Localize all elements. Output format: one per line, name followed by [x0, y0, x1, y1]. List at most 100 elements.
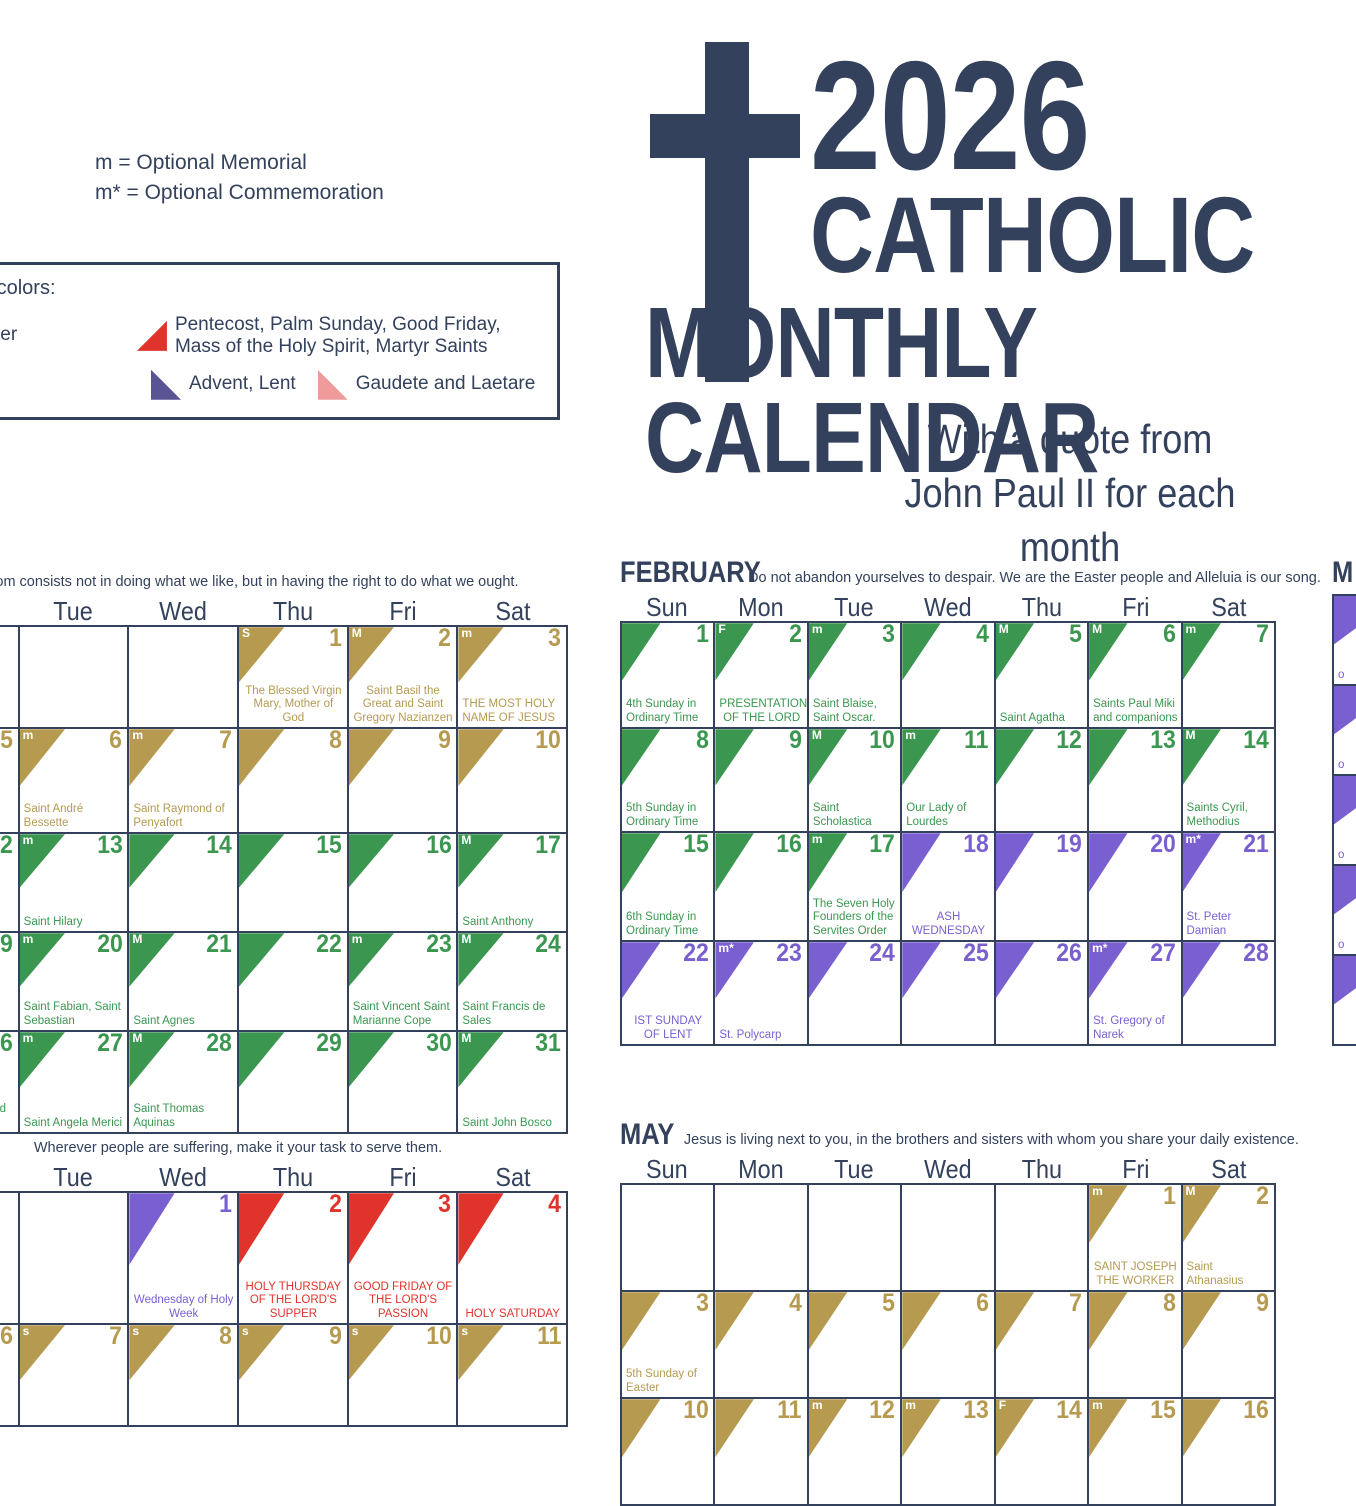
calendar-day-cell[interactable]: 10 — [458, 729, 569, 833]
calendar-day-cell[interactable]: 7 — [995, 1292, 1090, 1398]
calendar-day-cell[interactable]: 3o — [1334, 686, 1356, 774]
calendar-day-cell[interactable] — [19, 1193, 130, 1324]
calendar-day-cell[interactable]: s 10 — [348, 1325, 459, 1426]
calendar-day-cell[interactable]: m 1 SAINT JOSEPH THE WORKER — [1089, 1185, 1183, 1291]
calendar-day-cell[interactable] — [808, 1185, 903, 1291]
calendar-day-cell[interactable]: 9 — [348, 729, 459, 833]
calendar-day-cell[interactable]: F 2 PRESENTATION OF THE LORD — [715, 623, 809, 728]
calendar-day-cell[interactable]: 4o — [1334, 776, 1356, 864]
calendar-day-cell[interactable]: 22 IST SUNDAY OF LENT — [622, 942, 716, 1045]
calendar-day-cell[interactable]: 29 — [239, 1032, 349, 1133]
calendar-day-cell[interactable]: M 31 Saint John Bosco — [458, 1032, 569, 1133]
calendar-day-cell[interactable]: 18 ASH WEDNESDAY — [902, 833, 996, 941]
calendar-day-cell[interactable]: m 7 Saint Raymond of Penyafort — [129, 729, 240, 833]
calendar-day-cell[interactable]: m 20 Saint Fabian, Saint Sebastian — [19, 933, 130, 1031]
calendar-day-cell[interactable]: m 3 Saint Blaise, Saint Oscar. — [808, 623, 903, 728]
calendar-day-cell[interactable]: M 14 Saints Cyril, Methodius — [1182, 729, 1276, 832]
calendar-day-cell[interactable]: m 13 Saint Hilary — [19, 834, 130, 932]
calendar-day-cell[interactable]: M26Saint Timothy and Saint Titus — [0, 1032, 20, 1133]
calendar-day-cell[interactable]: s6 — [0, 1325, 20, 1426]
calendar-day-cell[interactable]: 22 — [239, 933, 349, 1031]
calendar-day-cell[interactable]: 15 — [239, 834, 349, 932]
calendar-day-cell[interactable]: 3 GOOD FRIDAY OF THE LORD'S PASSION — [348, 1193, 459, 1324]
calendar-day-cell[interactable]: m 12 — [808, 1399, 903, 1505]
red-triangle-icon — [137, 321, 167, 351]
calendar-day-cell[interactable]: m 27 Saint Angela Merici — [19, 1032, 130, 1133]
calendar-day-cell[interactable]: 4 HOLY SATURDAY — [458, 1193, 569, 1324]
calendar-day-cell[interactable]: 6 — [902, 1292, 996, 1398]
calendar-day-cell[interactable]: m* 21 St. Peter Damian — [1182, 833, 1276, 941]
calendar-day-cell[interactable]: 5o — [1334, 866, 1356, 954]
calendar-day-cell[interactable]: 26 — [995, 942, 1090, 1045]
calendar-day-cell[interactable] — [129, 627, 240, 728]
calendar-day-cell[interactable]: 16 — [715, 833, 809, 941]
calendar-day-cell[interactable]: m 15 — [1089, 1399, 1183, 1505]
calendar-day-cell[interactable]: M 21 Saint Agnes — [129, 933, 240, 1031]
calendar-day-cell[interactable]: 30 — [348, 1032, 459, 1133]
calendar-day-cell[interactable]: 19 — [995, 833, 1090, 941]
calendar-day-cell[interactable]: 13 — [1089, 729, 1183, 832]
calendar-day-cell[interactable] — [715, 1185, 809, 1291]
calendar-week-row: M 26 Saint Timothy and Saint Titus m 27 Saint… — [0, 1032, 569, 1135]
calendar-day-cell[interactable]: M 2 Saint Basil the Great and Saint Gregor… — [348, 627, 459, 728]
calendar-day-cell[interactable]: 4 — [902, 623, 996, 728]
calendar-day-cell[interactable]: 3 5th Sunday of Easter — [622, 1292, 716, 1398]
calendar-day-cell[interactable]: M 28 Saint Thomas Aquinas — [129, 1032, 240, 1133]
calendar-day-cell[interactable] — [902, 1185, 996, 1291]
calendar-day-cell[interactable]: m* 23 St. Polycarp — [715, 942, 809, 1045]
calendar-day-cell[interactable]: 11 — [715, 1399, 809, 1505]
calendar-day-cell[interactable]: 9 — [715, 729, 809, 832]
calendar-day-cell[interactable]: M 17 Saint Anthony — [458, 834, 569, 932]
calendar-day-cell[interactable]: F 14 — [995, 1399, 1090, 1505]
calendar-day-cell[interactable]: m 23 Saint Vincent Saint Marianne Cope — [348, 933, 459, 1031]
calendar-day-cell[interactable] — [19, 627, 130, 728]
calendar-day-cell[interactable]: 8 — [239, 729, 349, 833]
calendar-day-cell[interactable]: 14 — [129, 834, 240, 932]
calendar-day-cell[interactable] — [1334, 956, 1356, 1044]
calendar-day-cell[interactable]: 2o — [1334, 596, 1356, 684]
calendar-day-cell[interactable]: m 3 THE MOST HOLY NAME OF JESUS — [458, 627, 569, 728]
calendar-day-cell[interactable]: 5 — [808, 1292, 903, 1398]
calendar-day-cell[interactable]: 9 — [1182, 1292, 1276, 1398]
calendar-day-cell[interactable]: 8 — [1089, 1292, 1183, 1398]
calendar-day-cell[interactable]: 12 — [995, 729, 1090, 832]
calendar-day-cell[interactable] — [0, 627, 20, 728]
calendar-day-cell[interactable]: 20 — [1089, 833, 1183, 941]
calendar-day-cell[interactable]: M 24 Saint Francis de Sales — [458, 933, 569, 1031]
calendar-day-cell[interactable] — [995, 1185, 1090, 1291]
calendar-day-cell[interactable]: 1 Wednesday of Holy Week — [129, 1193, 240, 1324]
calendar-day-cell[interactable]: 2 HOLY THURSDAY OF THE LORD'S SUPPER — [239, 1193, 349, 1324]
calendar-day-cell[interactable]: S 1 The Blessed Virgin Mary, Mother of God — [239, 627, 349, 728]
calendar-day-cell[interactable]: 8 5th Sunday in Ordinary Time — [622, 729, 716, 832]
calendar-day-cell[interactable]: 28 — [1182, 942, 1276, 1045]
calendar-day-cell[interactable]: 16 — [1182, 1399, 1276, 1505]
calendar-day-cell[interactable]: m 6 Saint André Bessette — [19, 729, 130, 833]
calendar-day-cell[interactable] — [0, 1193, 20, 1324]
calendar-day-cell[interactable]: M 6 Saints Paul Miki and companions — [1089, 623, 1183, 728]
calendar-day-cell[interactable]: M 5 Saint Agatha — [995, 623, 1090, 728]
calendar-day-cell[interactable]: 19 — [0, 933, 20, 1031]
calendar-day-cell[interactable]: m* 27 St. Gregory of Narek — [1089, 942, 1183, 1045]
calendar-day-cell[interactable]: m 11 Our Lady of Lourdes — [902, 729, 996, 832]
calendar-day-cell[interactable]: s 11 — [458, 1325, 569, 1426]
calendar-day-cell[interactable]: 25 — [902, 942, 996, 1045]
calendar-day-cell[interactable]: 16 — [348, 834, 459, 932]
calendar-day-cell[interactable]: 4 — [715, 1292, 809, 1398]
calendar-day-cell[interactable]: m 17 The Seven Holy Founders of the Servit… — [808, 833, 903, 941]
legend-row-green-name: inary time — [0, 373, 151, 396]
calendar-day-cell[interactable]: M 2 Saint Athanasius — [1182, 1185, 1276, 1291]
calendar-day-cell[interactable]: M 10 Saint Scholastica — [808, 729, 903, 832]
calendar-day-cell[interactable]: 12 — [0, 834, 20, 932]
calendar-day-cell[interactable]: 1 4th Sunday in Ordinary Time — [622, 623, 716, 728]
calendar-day-cell[interactable]: 15 6th Sunday in Ordinary Time — [622, 833, 716, 941]
calendar-day-cell[interactable] — [622, 1185, 716, 1291]
calendar-day-cell[interactable]: m 13 — [902, 1399, 996, 1505]
calendar-day-cell[interactable]: 10 — [622, 1399, 716, 1505]
calendar-day-cell[interactable]: 24 — [808, 942, 903, 1045]
